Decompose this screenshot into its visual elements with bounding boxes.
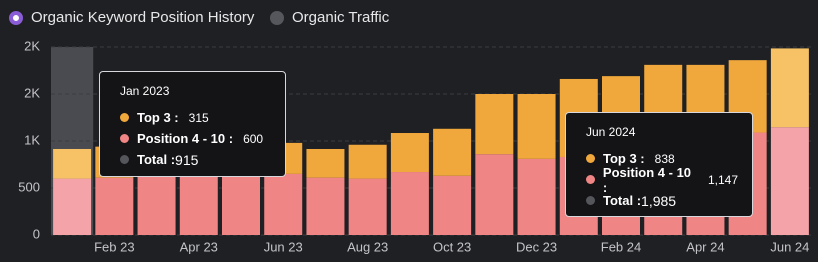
tooltip-value: 915 [175,151,199,168]
legend-item[interactable]: Organic Keyword Position History [9,9,254,26]
bar-segment [137,176,176,235]
x-tick-label: Jun 23 [264,239,303,254]
bar-segment [433,175,472,235]
y-tick-label: 1K [24,132,40,147]
y-tick-label: 500 [18,179,40,194]
tooltip-dot [120,134,129,143]
tooltip-row: Total :1,985 [586,190,738,211]
bar-segment [348,178,387,235]
tooltip-title: Jun 2024 [586,125,636,139]
bar-segment [770,48,809,128]
bar-segment [770,127,809,235]
legend-label: Organic Keyword Position History [31,9,255,26]
bar-segment [53,178,92,235]
tooltip-label: Top 3 : [603,151,645,166]
tooltip-row: Top 3 : 838 [586,148,738,169]
tooltip-title: Jan 2023 [120,84,170,98]
bar-segment [306,148,345,178]
tooltip-row: Top 3 : 315 [120,107,271,128]
bar-segment [390,133,429,173]
x-tick-label: Jun 24 [770,239,809,254]
bar-segment [517,94,556,159]
x-tick-label: Dec 23 [516,239,557,254]
bar-segment [348,144,387,179]
tooltip-row: Position 4 - 10 : 600 [120,128,271,149]
x-tick-label: Feb 24 [601,239,641,254]
tooltip-dot [586,175,595,184]
legend-radio [270,10,284,25]
tooltip-value: 1,985 [641,192,677,209]
tooltip-label: Total : [137,152,176,167]
legend-item[interactable]: Organic Traffic [270,9,389,26]
tooltip-value: 315 [188,110,209,125]
legend-label: Organic Traffic [292,9,390,26]
tooltip-label: Total : [603,193,642,208]
tooltip-row: Position 4 - 10 : 1,147 [586,165,738,195]
tooltip-row: Total :915 [120,149,271,170]
tooltip-label: Position 4 - 10 : [137,131,234,146]
tooltip-dot [120,113,129,122]
bar-segment [306,177,345,235]
x-tick-label: Apr 23 [180,239,218,254]
bar-segment [264,173,303,235]
bar-segment [95,177,134,235]
y-tick-label: 0 [33,226,40,241]
y-tick-label: 2K [24,85,40,100]
legend-radio [9,10,23,25]
bar-segment [517,158,556,235]
tooltip-value: 1,147 [707,172,738,187]
tooltip-label: Top 3 : [137,110,179,125]
tooltip: Jun 2024 Top 3 : 838 Position 4 - 10 : 1,147… [565,112,753,217]
bar-segment [390,172,429,235]
tooltip: Jan 2023 Top 3 : 315 Position 4 - 10 : 600 To… [99,71,286,177]
bar-segment [475,154,514,235]
tooltip-value: 600 [243,131,264,146]
tooltip-dot [586,196,595,205]
x-tick-label: Feb 23 [94,239,134,254]
x-tick-label: Oct 23 [433,239,471,254]
x-tick-label: Apr 24 [686,239,724,254]
tooltip-dot [586,154,595,163]
x-tick-label: Aug 23 [347,239,388,254]
bar-segment [53,148,92,179]
bar-segment [179,175,218,235]
bar-segment [475,94,514,155]
tooltip-value: 838 [654,151,675,166]
tooltip-dot [120,155,129,164]
tooltip-label: Position 4 - 10 : [602,164,692,195]
bar-segment [222,174,260,235]
bar-segment [433,128,472,176]
y-tick-label: 2K [24,38,40,53]
